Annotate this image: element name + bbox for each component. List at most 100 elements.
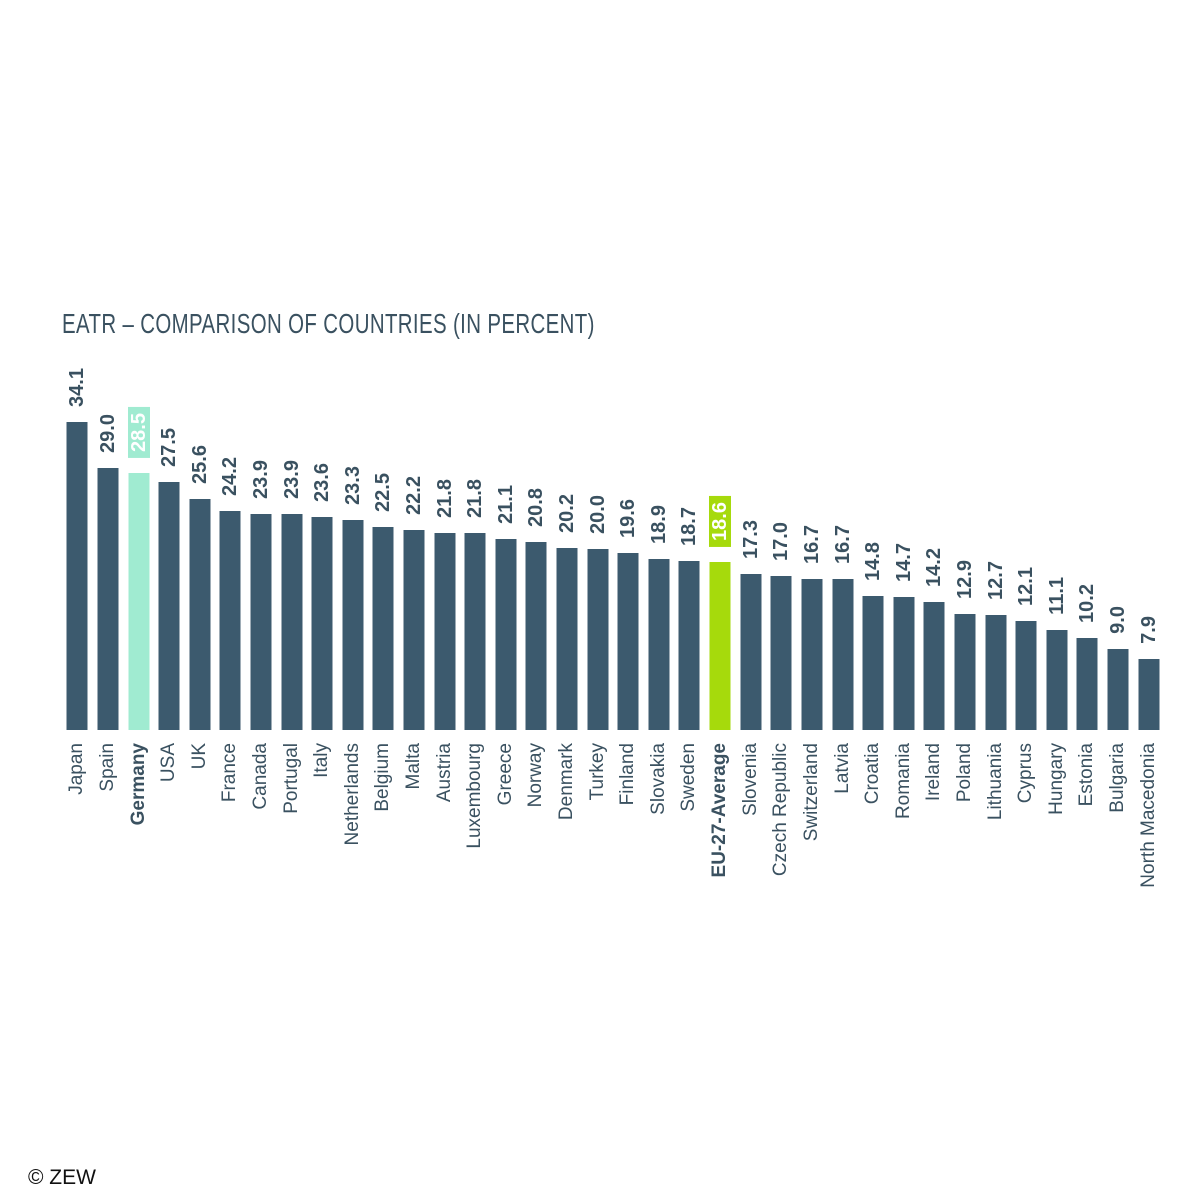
- bar-country-label: Bulgaria: [1107, 743, 1129, 813]
- bar-value-label: 22.5: [372, 473, 395, 512]
- bar-value-label: 17.0: [770, 522, 793, 561]
- bar-country-label: Ireland: [923, 743, 945, 802]
- bar-value-label: 34.1: [66, 368, 89, 407]
- bar-austria: [434, 533, 456, 730]
- bar-country-label: Greece: [494, 743, 516, 806]
- bar-country-label: Japan: [66, 743, 88, 795]
- bar-column: 22.2 Malta: [399, 420, 430, 789]
- bar-bulgaria: [1107, 649, 1129, 730]
- bar-column: 14.7 Romania: [888, 420, 919, 819]
- bar-country-label: Norway: [525, 743, 547, 808]
- bar-croatia: [862, 596, 884, 730]
- bar-country-label: Malta: [403, 743, 424, 790]
- bar-malta: [403, 530, 425, 730]
- bar-italy: [311, 517, 333, 730]
- bar-poland: [954, 614, 976, 730]
- bar-country-label: Latvia: [831, 743, 853, 794]
- bar-country-label: Sweden: [678, 743, 700, 812]
- bar-column: 23.9 Canada: [246, 420, 277, 810]
- bar-country-label: Czech Republic: [770, 743, 792, 877]
- bar-country-label: Romania: [892, 743, 914, 820]
- bar-country-label: USA: [158, 743, 180, 783]
- chart-title: EATR – COMPARISON OF COUNTRIES (IN PERCE…: [62, 308, 595, 339]
- bar-column: 17.0 Czech Republic: [766, 420, 797, 876]
- bar-value-label: 29.0: [96, 414, 119, 453]
- bar-hungary: [1046, 630, 1068, 730]
- bar-value-label: 12.7: [984, 561, 1007, 600]
- bar-column: 12.1 Cyprus: [1011, 420, 1042, 803]
- bar-column: 14.8 Croatia: [858, 420, 889, 804]
- bar-value-label: 23.9: [249, 460, 272, 499]
- bar-column: 27.5 USA: [154, 420, 185, 782]
- bar-value-label: 20.0: [586, 495, 609, 534]
- bar-column: 14.2 Ireland: [919, 420, 950, 801]
- bar-belgium: [372, 527, 394, 730]
- bar-slovakia: [648, 559, 670, 730]
- bar-column: 25.6 UK: [184, 420, 215, 769]
- bar-value-label: 23.6: [311, 463, 334, 502]
- bar-country-label: Netherlands: [341, 743, 363, 846]
- bar-value-label: 18.7: [678, 507, 701, 546]
- bar-country-label: Cyprus: [1015, 743, 1037, 804]
- bar-country-label: Italy: [311, 743, 333, 778]
- bar-country-label: UK: [188, 743, 210, 770]
- bar-column: 21.8 Austria: [429, 420, 460, 802]
- bar-column: 12.9 Poland: [950, 420, 981, 802]
- bar-value-label: 12.1: [1015, 567, 1038, 606]
- bar-country-label: Finland: [617, 743, 639, 806]
- bar-value-label: 7.9: [1137, 616, 1160, 644]
- bar-denmark: [556, 548, 578, 730]
- copyright-credit: © ZEW: [28, 1166, 96, 1189]
- bar-value-label: 20.8: [525, 488, 548, 527]
- bar-column: 9.0 Bulgaria: [1103, 420, 1134, 813]
- bar-north-macedonia: [1138, 659, 1160, 730]
- bar-column: 29.0 Spain: [93, 414, 124, 792]
- bar-value-label: 21.8: [433, 479, 456, 518]
- bar-portugal: [281, 514, 303, 730]
- bar-country-label: Denmark: [556, 743, 578, 821]
- bar-country-label: Portugal: [280, 743, 302, 814]
- bar-column: 24.2 France: [215, 420, 246, 802]
- bar-column: 23.9 Portugal: [276, 420, 307, 814]
- bar-france: [219, 511, 241, 730]
- bar-country-label: North Macedonia: [1137, 743, 1159, 888]
- bar-value-label: 10.2: [1076, 584, 1099, 623]
- bar-country-label: Canada: [249, 743, 271, 810]
- bar-column: 28.5 Germany: [123, 407, 154, 825]
- bar-canada: [250, 514, 272, 730]
- bar-column: 19.6 Finland: [613, 420, 644, 805]
- bar-value-label: 23.3: [341, 466, 364, 505]
- bar-country-label: Hungary: [1045, 743, 1067, 815]
- bar-column: 34.1 Japan: [62, 368, 93, 795]
- bar-japan: [66, 422, 88, 730]
- bar-value-label: 11.1: [1045, 577, 1068, 615]
- bar-value-label: 27.5: [158, 428, 181, 467]
- bar-value-label: 16.7: [800, 525, 823, 564]
- bar-value-label: 28.5: [127, 407, 150, 458]
- bar-value-label: 19.6: [617, 499, 640, 538]
- bar-value-label: 18.9: [647, 505, 670, 544]
- bar-country-label: EU-27-Average: [709, 743, 731, 878]
- bar-value-label: 14.2: [923, 548, 946, 587]
- bar-chart: 34.1 Japan 29.0 Spain 28.5 Germany 27.5 USA 25.6…: [62, 368, 1164, 888]
- bar-value-label: 14.7: [892, 543, 915, 582]
- bar-greece: [495, 539, 517, 730]
- bar-norway: [525, 542, 547, 730]
- bar-column: 18.9 Slovakia: [644, 420, 675, 815]
- bar-value-label: 17.3: [739, 520, 762, 559]
- bar-column: 20.0 Turkey: [582, 420, 613, 800]
- bar-country-label: France: [219, 743, 241, 803]
- bar-country-label: Slovenia: [739, 743, 761, 816]
- bar-lithuania: [985, 615, 1007, 730]
- bar-country-label: Belgium: [372, 743, 394, 812]
- bar-column: 20.8 Norway: [521, 420, 552, 807]
- bar-value-label: 18.6: [709, 496, 732, 547]
- bar-value-label: 22.2: [403, 476, 425, 515]
- bar-uk: [189, 499, 211, 730]
- bar-luxembourg: [464, 533, 486, 730]
- bar-switzerland: [801, 579, 823, 730]
- bar-sweden: [678, 561, 700, 730]
- bar-column: 18.6 EU-27-Average: [705, 420, 736, 877]
- bar-cyprus: [1015, 621, 1037, 730]
- bar-column: 22.5 Belgium: [368, 420, 399, 812]
